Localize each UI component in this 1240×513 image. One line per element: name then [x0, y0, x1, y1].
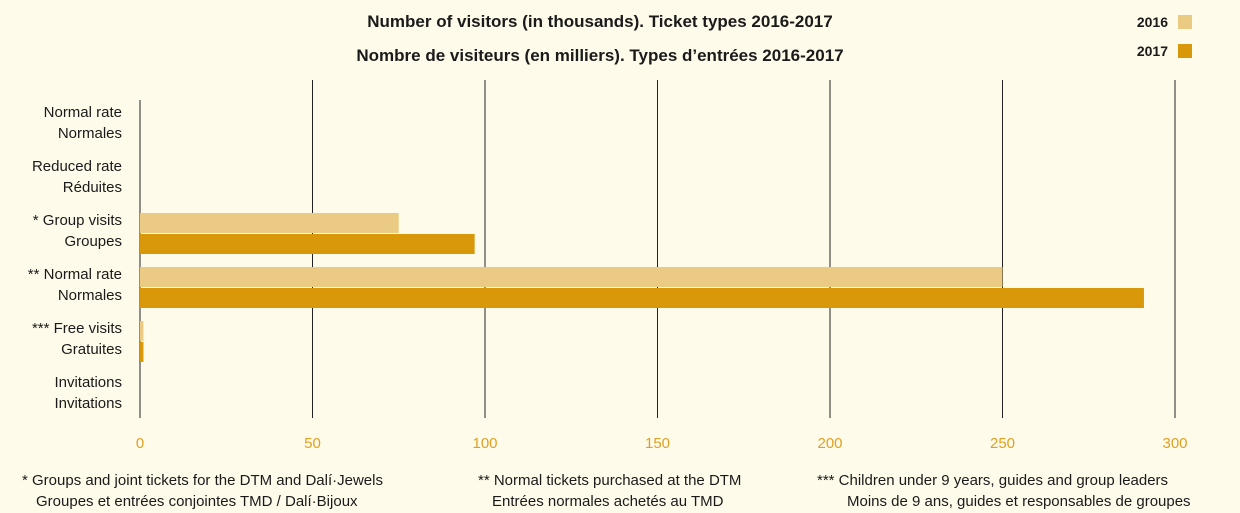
bar-2017-3	[140, 288, 1144, 308]
bar-2016-4	[140, 321, 144, 341]
legend-swatch-2017	[1178, 44, 1192, 58]
bar-2016-2	[140, 213, 399, 233]
category-label-2-en: * Group visits	[33, 212, 122, 229]
x-tick-label-250: 250	[990, 435, 1015, 452]
category-label-2-fr: Groupes	[64, 233, 122, 250]
footnote-1-en: * Groups and joint tickets for the DTM a…	[22, 472, 383, 489]
footnote-1-fr: Groupes et entrées conjointes TMD / Dalí…	[36, 493, 358, 510]
bar-chart: 0 50 100 150 200 250 300 Normal rate Normales Red…	[28, 80, 1188, 452]
category-label-5-en: Invitations	[54, 374, 122, 391]
x-tick-label-100: 100	[472, 435, 497, 452]
legend-swatch-2016	[1178, 15, 1192, 29]
x-tick-label-200: 200	[817, 435, 842, 452]
category-label-3-en: ** Normal rate	[28, 266, 122, 283]
category-label-4-fr: Gratuites	[61, 341, 122, 358]
footnote-2-fr: Entrées normales achetés au TMD	[492, 493, 724, 510]
chart-title: Number of visitors (in thousands). Ticke…	[367, 12, 833, 31]
footnote-3-en: *** Children under 9 years, guides and g…	[817, 472, 1169, 489]
x-tick-label-0: 0	[136, 435, 144, 452]
category-label-0-en: Normal rate	[44, 104, 122, 121]
category-label-1-fr: Réduites	[63, 179, 122, 196]
legend-label-2017: 2017	[1136, 43, 1168, 59]
chart-subtitle: Nombre de visiteurs (en milliers). Types…	[356, 46, 844, 65]
footnote-3-fr: Moins de 9 ans, guides et responsables d…	[847, 493, 1191, 510]
footnote-2: ** Normal tickets purchased at the DTM E…	[478, 470, 741, 512]
category-label-5-fr: Invitations	[54, 395, 122, 412]
bar-2017-2	[140, 234, 475, 254]
x-tick-label-150: 150	[645, 435, 670, 452]
bar-2017-4	[140, 342, 144, 362]
footnote-3: *** Children under 9 years, guides and g…	[817, 470, 1191, 512]
footnote-2-en: ** Normal tickets purchased at the DTM	[478, 472, 742, 489]
legend-item-2016: 2016	[1137, 14, 1192, 30]
category-label-1-en: Reduced rate	[32, 158, 122, 175]
category-label-4-en: *** Free visits	[32, 320, 122, 337]
category-label-0-fr: Normales	[58, 125, 122, 142]
legend-item-2017: 2017	[1137, 43, 1192, 59]
bar-2016-3	[140, 267, 1003, 287]
legend-label-2016: 2016	[1136, 14, 1168, 30]
footnote-1: * Groups and joint tickets for the DTM a…	[22, 470, 383, 512]
category-label-3-fr: Normales	[58, 287, 122, 304]
x-tick-label-50: 50	[304, 435, 321, 452]
x-tick-label-300: 300	[1162, 435, 1187, 452]
